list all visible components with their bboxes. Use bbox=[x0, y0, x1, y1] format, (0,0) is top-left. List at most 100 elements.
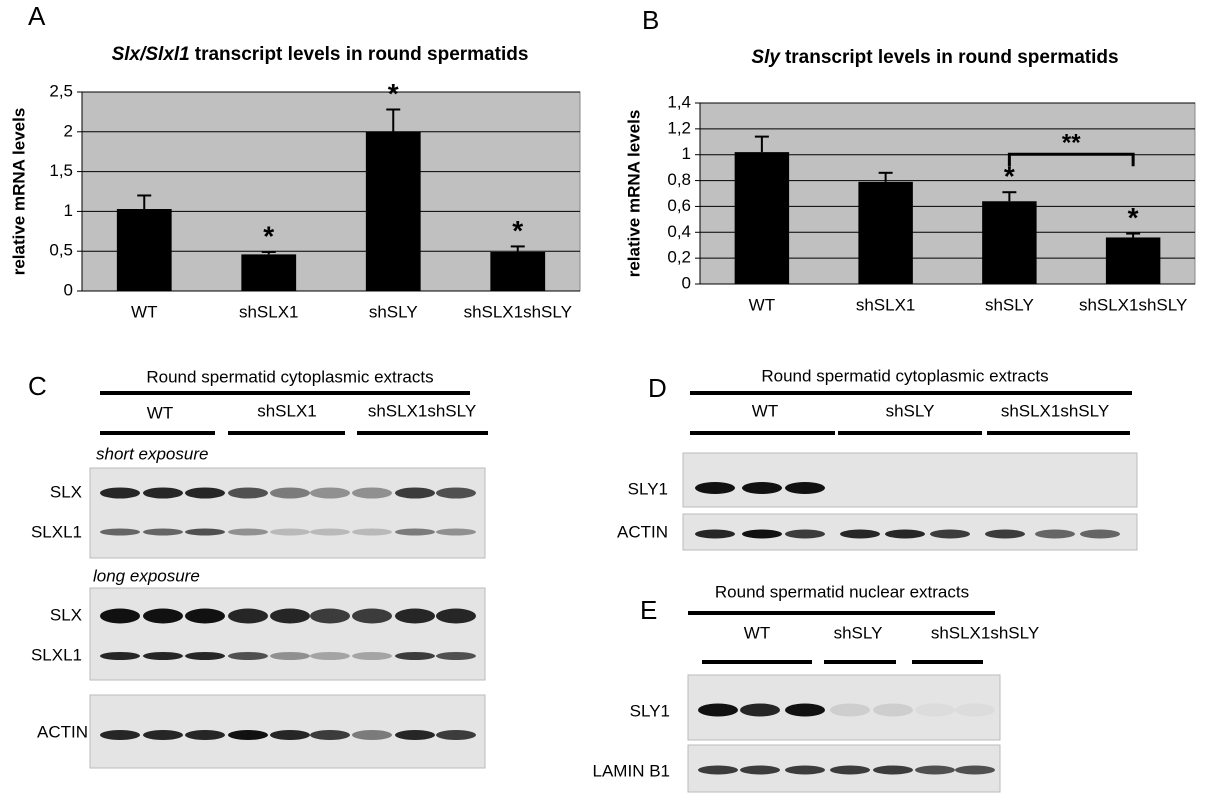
exposure-label: short exposure bbox=[96, 444, 208, 463]
band bbox=[395, 608, 435, 624]
band bbox=[695, 482, 735, 494]
error-bar bbox=[754, 135, 769, 153]
blot-header: Round spermatid nuclear extracts bbox=[715, 582, 969, 601]
bar bbox=[116, 209, 172, 291]
band bbox=[698, 765, 738, 775]
bar bbox=[734, 152, 790, 284]
band bbox=[785, 529, 825, 539]
y-tick-label: 2 bbox=[64, 121, 73, 140]
band bbox=[185, 652, 225, 660]
x-tick-label: WT bbox=[749, 295, 775, 314]
x-tick-label: WT bbox=[131, 302, 157, 321]
band bbox=[270, 608, 310, 624]
blot bbox=[682, 452, 1138, 508]
band bbox=[143, 652, 183, 660]
band bbox=[930, 529, 970, 539]
row-label: SLY1 bbox=[628, 479, 668, 498]
error-bar bbox=[137, 194, 152, 210]
band bbox=[310, 608, 350, 624]
band bbox=[100, 608, 140, 624]
panel-letter: D bbox=[648, 373, 667, 403]
error-bar bbox=[1002, 191, 1017, 202]
group-label: WT bbox=[744, 623, 770, 642]
group-label: shSLX1shSLY bbox=[1001, 401, 1109, 420]
band bbox=[395, 487, 435, 499]
bar bbox=[858, 181, 913, 284]
band bbox=[395, 652, 435, 660]
title-rest: transcript levels in round spermatids bbox=[785, 47, 1119, 68]
panel-letter: E bbox=[640, 595, 657, 625]
y-axis-label: relative mRNA levels bbox=[624, 110, 643, 278]
band bbox=[436, 652, 476, 660]
band bbox=[873, 703, 913, 717]
x-tick-label: shSLX1shSLY bbox=[464, 302, 572, 321]
band bbox=[270, 487, 310, 499]
band bbox=[185, 487, 225, 499]
error-bar bbox=[878, 171, 893, 182]
band bbox=[185, 730, 225, 740]
band bbox=[185, 528, 225, 536]
band bbox=[436, 608, 476, 624]
row-label: SLY1 bbox=[630, 701, 670, 720]
chart-title: Slx/Slxl1 transcript levels in round sper… bbox=[112, 44, 529, 65]
band bbox=[915, 703, 955, 717]
y-tick-label: 1,4 bbox=[667, 92, 691, 111]
band bbox=[785, 703, 825, 717]
band bbox=[436, 730, 476, 740]
error-bar bbox=[261, 250, 276, 255]
bar bbox=[365, 131, 421, 291]
band bbox=[395, 730, 435, 740]
band bbox=[1080, 529, 1120, 539]
band bbox=[785, 765, 825, 775]
band bbox=[698, 703, 738, 717]
band bbox=[352, 608, 392, 624]
group-label: shSLY bbox=[886, 401, 935, 420]
x-tick-label: shSLX1 bbox=[856, 295, 916, 314]
bar bbox=[982, 201, 1037, 284]
y-tick-label: 1,2 bbox=[667, 118, 691, 137]
significance-label: * bbox=[1128, 202, 1139, 233]
comparison-bracket bbox=[1007, 152, 1135, 167]
chart-title: Sly transcript levels in round spermatids bbox=[751, 47, 1118, 68]
x-tick-label: shSLY bbox=[369, 302, 418, 321]
band bbox=[100, 730, 140, 740]
y-tick-label: 0,5 bbox=[49, 241, 73, 260]
row-label: SLX bbox=[50, 482, 82, 501]
band bbox=[143, 730, 183, 740]
significance-label: * bbox=[1004, 161, 1015, 192]
panel-letter: A bbox=[28, 1, 46, 31]
panel-letter: B bbox=[642, 5, 659, 35]
band bbox=[270, 528, 310, 536]
band bbox=[270, 652, 310, 660]
blot bbox=[89, 587, 486, 681]
band bbox=[352, 652, 392, 660]
group-label: shSLY bbox=[834, 623, 883, 642]
blot-header: Round spermatid cytoplasmic extracts bbox=[761, 366, 1048, 385]
band bbox=[955, 703, 995, 717]
band bbox=[270, 730, 310, 740]
significance-label: * bbox=[263, 220, 274, 251]
title-rest: transcript levels in round spermatids bbox=[195, 44, 529, 65]
x-tick-label: shSLX1shSLY bbox=[1079, 295, 1187, 314]
y-tick-label: 1 bbox=[64, 201, 73, 220]
band bbox=[1035, 529, 1075, 539]
band bbox=[228, 487, 268, 499]
bar bbox=[241, 254, 297, 291]
y-tick-label: 0,8 bbox=[667, 170, 691, 189]
band bbox=[742, 529, 782, 539]
significance-label: * bbox=[512, 215, 523, 246]
bar bbox=[1105, 237, 1161, 284]
y-tick-label: 1,5 bbox=[49, 161, 73, 180]
band bbox=[228, 528, 268, 536]
band bbox=[185, 608, 225, 624]
y-tick-label: 0,4 bbox=[667, 222, 691, 241]
row-label: LAMIN B1 bbox=[593, 761, 670, 780]
band bbox=[873, 765, 913, 775]
row-label: SLXL1 bbox=[31, 645, 82, 664]
band bbox=[143, 528, 183, 536]
band bbox=[100, 487, 140, 499]
significance-label: * bbox=[388, 78, 399, 109]
band bbox=[840, 529, 880, 539]
